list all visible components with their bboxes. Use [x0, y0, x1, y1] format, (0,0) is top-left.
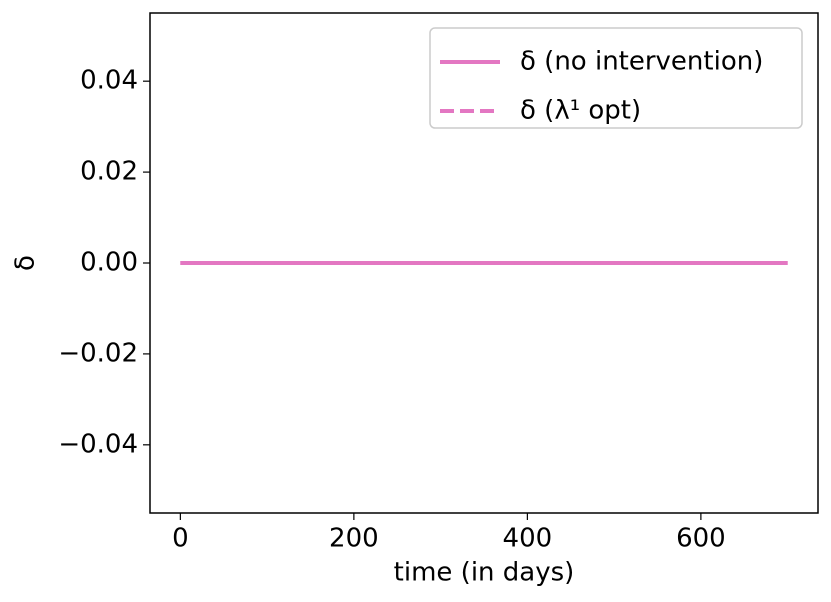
x-tick-label: 400 — [503, 524, 553, 554]
y-tick-label: 0.02 — [80, 157, 138, 187]
plot-frame — [149, 12, 819, 514]
legend-label: δ (no intervention) — [520, 47, 763, 77]
x-axis-label: time (in days) — [394, 558, 575, 588]
y-tick-label: 0.00 — [80, 248, 138, 278]
x-tick-label: 600 — [676, 524, 726, 554]
legend-label: δ (λ¹ opt) — [520, 96, 641, 126]
y-tick-label: 0.04 — [80, 66, 138, 96]
y-axis-label: δ — [11, 255, 41, 271]
x-tick-label: 0 — [172, 524, 189, 554]
legend-box — [429, 27, 803, 129]
x-tick-label: 200 — [329, 524, 379, 554]
y-tick-label: −0.04 — [58, 429, 138, 459]
y-tick-label: −0.02 — [58, 338, 138, 368]
